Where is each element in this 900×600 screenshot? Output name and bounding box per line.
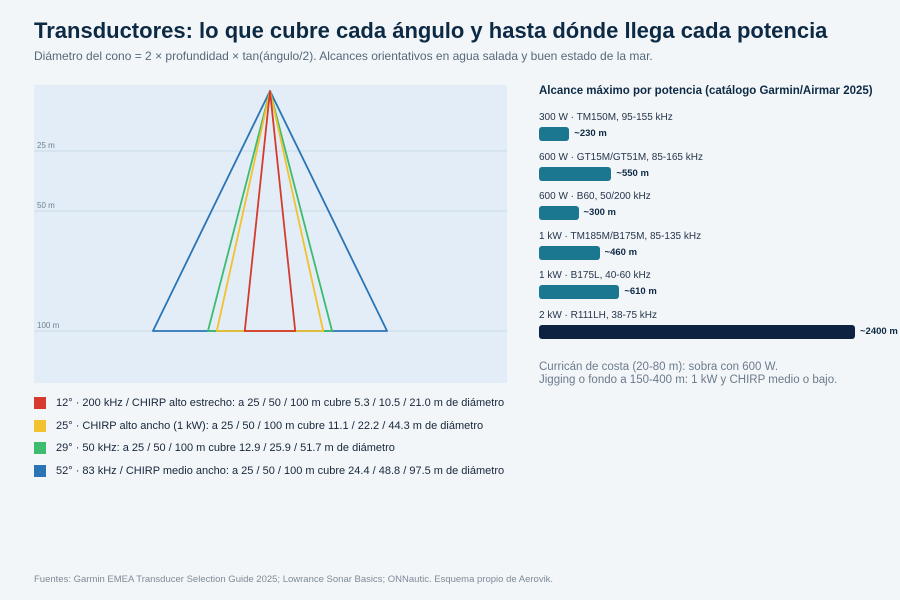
bar-row: 1 kW · TM185M/B175M, 85-135 kHz ~460 m — [539, 231, 899, 271]
bar-row: 1 kW · B175L, 40-60 kHz ~610 m — [539, 270, 899, 310]
cone-chart: 25 m 50 m 100 m — [34, 85, 507, 383]
bar-category-label: 1 kW · B175L, 40-60 kHz — [539, 270, 651, 281]
page-title: Transductores: lo que cubre cada ángulo … — [34, 18, 828, 43]
bar — [539, 127, 570, 141]
depth-tick-label: 25 m — [37, 141, 55, 150]
bar-row: 600 W · B60, 50/200 kHz ~300 m — [539, 191, 899, 231]
bar-row: 2 kW · R111LH, 38-75 kHz ~2400 m — [539, 310, 899, 350]
legend-swatch — [34, 464, 46, 477]
bar-value-label: ~230 m — [574, 128, 607, 139]
legend-swatch — [34, 442, 46, 455]
legend-item: 29° · 50 kHz: a 25 / 50 / 100 m cubre 12… — [34, 437, 514, 460]
bar — [539, 285, 620, 299]
bar-category-label: 300 W · TM150M, 95-155 kHz — [539, 112, 673, 123]
bar-value-label: ~2400 m — [860, 325, 898, 337]
bar-track: ~610 m — [539, 285, 899, 299]
bar-category-label: 600 W · GT15M/GT51M, 85-165 kHz — [539, 151, 703, 163]
bar — [539, 245, 600, 260]
note-line: Jigging o fondo a 150-400 m: 1 kW y CHIR… — [539, 374, 838, 386]
usage-notes: Curricán de costa (20-80 m): sobra con 6… — [539, 361, 837, 387]
legend-label: 25° · CHIRP alto ancho (1 kW): a 25 / 50… — [56, 419, 484, 432]
legend-label: 12° · 200 kHz / CHIRP alto estrecho: a 2… — [56, 397, 505, 410]
legend-item: 52° · 83 kHz / CHIRP medio ancho: a 25 /… — [34, 460, 514, 483]
bars-title: Alcance máximo por potencia (catálogo Ga… — [539, 85, 873, 97]
bar — [539, 324, 855, 339]
legend-label: 29° · 50 kHz: a 25 / 50 / 100 m cubre 12… — [56, 442, 395, 455]
bar-track: ~460 m — [539, 245, 899, 260]
legend-swatch — [34, 419, 46, 432]
bar-track: ~300 m — [539, 206, 899, 220]
legend-swatch — [34, 397, 46, 410]
bar-value-label: ~550 m — [616, 167, 649, 179]
legend-item: 25° · CHIRP alto ancho (1 kW): a 25 / 50… — [34, 415, 514, 438]
range-bar-chart: 300 W · TM150M, 95-155 kHz ~230 m 600 W · … — [539, 112, 899, 349]
bar-value-label: ~460 m — [604, 246, 638, 258]
bar-category-label: 600 W · B60, 50/200 kHz — [539, 191, 651, 202]
note-line: Curricán de costa (20-80 m): sobra con 6… — [539, 361, 779, 373]
bar-row: 300 W · TM150M, 95-155 kHz ~230 m — [539, 112, 899, 152]
bar-track: ~550 m — [539, 166, 899, 181]
cone-12deg — [243, 90, 297, 332]
bar-row: 600 W · GT15M/GT51M, 85-165 kHz ~550 m — [539, 152, 899, 192]
bar-category-label: 1 kW · TM185M/B175M, 85-135 kHz — [539, 230, 702, 242]
bar-track: ~230 m — [539, 127, 899, 141]
depth-tick-label: 50 m — [37, 201, 55, 210]
legend-item: 12° · 200 kHz / CHIRP alto estrecho: a 2… — [34, 392, 514, 415]
bar-category-label: 2 kW · R111LH, 38-75 kHz — [539, 309, 658, 321]
legend-label: 52° · 83 kHz / CHIRP medio ancho: a 25 /… — [56, 464, 505, 477]
depth-tick-label: 100 m — [37, 321, 60, 330]
cone-chart-svg: 25 m 50 m 100 m — [34, 85, 507, 383]
sources-footer: Fuentes: Garmin EMEA Transducer Selectio… — [34, 574, 554, 585]
bar-value-label: ~610 m — [624, 286, 657, 297]
bar — [539, 166, 612, 181]
bar-value-label: ~300 m — [583, 207, 617, 218]
cone-chart-background — [34, 85, 507, 383]
cone-legend: 12° · 200 kHz / CHIRP alto estrecho: a 2… — [34, 392, 514, 482]
bar-track: ~2400 m — [539, 324, 899, 339]
bar — [539, 206, 579, 220]
page-subtitle: Diámetro del cono = 2 × profundidad × ta… — [34, 49, 653, 63]
